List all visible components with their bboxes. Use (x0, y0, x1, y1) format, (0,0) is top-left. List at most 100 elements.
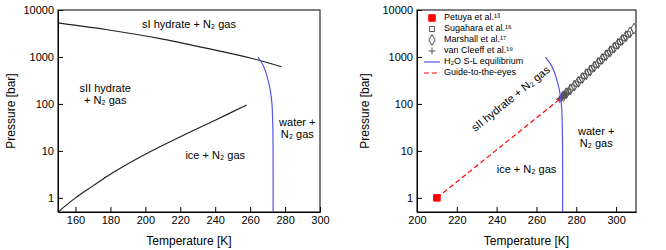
plot-frame (417, 10, 636, 212)
data-point (619, 35, 625, 46)
y-tick-mark (58, 151, 63, 152)
y-axis-title: Pressure [bar] (358, 73, 372, 148)
data-point (591, 61, 597, 72)
y-tick-label: 1 (48, 192, 54, 204)
x-tick: 240 (488, 207, 506, 226)
annotation: water +N₂ gas (577, 125, 614, 149)
legend-label: van Cleeff et al.¹⁹ (444, 45, 513, 55)
x-tick: 160 (67, 207, 85, 226)
x-tick-mark (536, 207, 537, 212)
y-tick: 10000 (382, 4, 422, 16)
y-axis-title: Pressure [bar] (4, 73, 18, 148)
data-point (623, 31, 629, 42)
x-tick-mark (110, 207, 111, 212)
y-tick: 100 (395, 98, 422, 110)
annotation-line: water + (278, 116, 315, 128)
legend-item: van Cleeff et al.¹⁹ (429, 45, 514, 55)
data-point (595, 57, 601, 68)
x-tick: 240 (207, 207, 225, 226)
chart-container: 160 180 200 220 240 260 280 300 1 10 100 1000 10000 T… (0, 0, 666, 250)
y-tick-label: 10000 (382, 4, 413, 16)
legend-label: Petuya et al.¹³ (444, 12, 500, 22)
x-tick-label: 200 (137, 214, 155, 226)
y-tick-label: 1 (407, 192, 413, 204)
annotation: ice + N₂ gas (185, 149, 245, 161)
annotation-line: + N₂ gas (84, 94, 127, 106)
y-tick: 1 (407, 192, 422, 204)
annotation: water +N₂ gas (278, 116, 315, 140)
legend-marker-symbol (429, 15, 435, 21)
legend-label: H₂O S-L equilibrium (444, 56, 523, 66)
legend-label: Guide-to-the-eyes (444, 67, 517, 77)
y-tick-mark (417, 104, 422, 105)
series-line (258, 57, 273, 212)
y-tick-mark (417, 198, 422, 199)
x-tick-mark (285, 207, 286, 212)
data-point (571, 80, 577, 91)
x-axis: 160 180 200 220 240 260 280 300 (59, 207, 330, 226)
annotation-line: ice + N₂ gas (497, 163, 557, 175)
legend-marker-symbol (429, 35, 435, 46)
x-tick-label: 280 (568, 214, 586, 226)
legend-item: Guide-to-the-eyes (424, 67, 517, 77)
x-tick: 280 (568, 207, 586, 226)
data-point (575, 76, 581, 87)
annotation: sII hydrate+ N₂ gas (79, 82, 130, 106)
legend-label: Marshall et al.¹⁷ (444, 34, 506, 44)
x-axis-title: Temperature [K] (484, 234, 569, 248)
data-point (583, 69, 589, 80)
x-tick-label: 260 (241, 214, 259, 226)
x-tick: 280 (276, 207, 294, 226)
y-tick: 1000 (30, 51, 63, 63)
annotation-line: water + (577, 125, 614, 137)
x-tick: 220 (172, 207, 190, 226)
annotation-line: N₂ gas (580, 137, 614, 149)
x-tick: 180 (102, 207, 120, 226)
x-tick: 260 (528, 207, 546, 226)
annotation-line: sII hydrate (79, 82, 130, 94)
x-tick-mark (250, 207, 251, 212)
x-tick-label: 240 (488, 214, 506, 226)
chart-canvas: 160 180 200 220 240 260 280 300 1 10 100 1000 10000 T… (0, 0, 666, 250)
y-tick: 10000 (23, 4, 63, 16)
x-tick-mark (145, 207, 146, 212)
annotation-line: ice + N₂ gas (185, 149, 245, 161)
y-tick-mark (417, 10, 422, 11)
y-tick: 100 (36, 98, 63, 110)
x-axis: 200220240260280300 (408, 207, 636, 226)
x-tick-label: 240 (207, 214, 225, 226)
y-tick-label: 1000 (389, 51, 413, 63)
annotation-line: N₂ gas (281, 128, 315, 140)
x-tick-label: 280 (276, 214, 294, 226)
panel: 160 180 200 220 240 260 280 300 1 10 100 1000 10000 T… (4, 4, 330, 248)
data-point (603, 50, 609, 61)
x-tick: 300 (311, 207, 329, 226)
x-tick-mark (215, 207, 216, 212)
data-point (587, 65, 593, 76)
legend: Petuya et al.¹³Sugahara et al.¹⁶Marshall… (424, 12, 523, 77)
legend-item: Sugahara et al.¹⁶ (429, 23, 512, 33)
y-axis-line (417, 11, 418, 213)
y-tick: 1 (48, 192, 63, 204)
x-tick-mark (497, 207, 498, 212)
y-tick: 10 (401, 145, 422, 157)
data-point (615, 38, 621, 49)
x-axis-title: Temperature [K] (146, 234, 231, 248)
y-tick-mark (58, 104, 63, 105)
data-point (631, 23, 636, 34)
legend-marker-symbol (429, 48, 436, 55)
x-tick-label: 160 (67, 214, 85, 226)
y-tick: 10 (42, 145, 63, 157)
x-tick-mark (180, 207, 181, 212)
data-point (599, 54, 605, 65)
legend-item: Petuya et al.¹³ (429, 12, 500, 22)
series-line (58, 105, 247, 212)
legend-label: Sugahara et al.¹⁶ (444, 23, 512, 33)
x-tick-mark (616, 207, 617, 212)
x-tick-label: 220 (172, 214, 190, 226)
data-point (627, 27, 633, 38)
y-axis: 1 10 100 1000 10000 (382, 4, 422, 212)
y-tick-mark (417, 57, 422, 58)
y-tick-mark (58, 57, 63, 58)
panel: 200220240260280300110100100010000Tempera… (358, 4, 637, 248)
